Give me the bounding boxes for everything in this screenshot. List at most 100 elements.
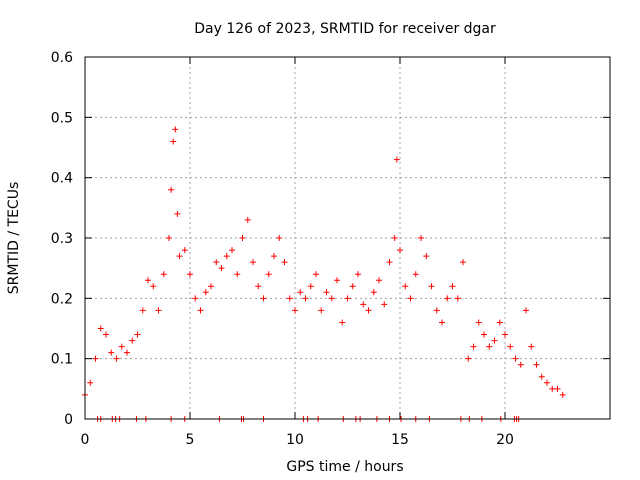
y-tick-label: 0	[64, 412, 73, 428]
data-point	[470, 343, 477, 350]
data-point	[423, 253, 430, 260]
data-point	[344, 295, 351, 302]
axis-ticks	[84, 56, 610, 420]
data-point	[517, 361, 524, 368]
data-point	[444, 295, 451, 302]
data-point	[549, 385, 556, 392]
y-axis-label: SRMTID / TECUs	[6, 182, 22, 295]
data-point	[166, 235, 172, 241]
data-point	[202, 289, 209, 296]
data-point	[397, 247, 403, 254]
axis-tick-labels: 0 0.1 0.2 0.3 0.4 0.5 0.6 0 5 10 15 20	[51, 50, 514, 448]
data-point	[381, 301, 388, 308]
data-point	[465, 355, 472, 362]
data-point	[292, 307, 298, 314]
data-point	[449, 283, 456, 290]
data-point	[507, 343, 514, 350]
data-point	[502, 331, 508, 338]
data-point	[108, 349, 115, 356]
data-point	[155, 307, 162, 314]
data-point	[134, 331, 141, 338]
data-point	[174, 210, 181, 217]
data-point	[533, 361, 540, 368]
data-point	[360, 301, 367, 308]
data-point	[181, 247, 188, 254]
data-point	[328, 295, 335, 302]
data-point	[192, 295, 199, 302]
data-point	[118, 343, 125, 350]
data-point	[170, 138, 177, 145]
data-point	[486, 343, 493, 350]
grid-lines	[85, 57, 610, 419]
data-point	[544, 379, 550, 386]
data-point	[129, 337, 136, 344]
data-point	[481, 331, 487, 338]
data-point	[229, 247, 235, 254]
data-point	[208, 283, 214, 290]
data-point	[376, 277, 382, 284]
x-tick-label: 10	[286, 432, 304, 448]
data-point	[92, 355, 99, 362]
data-point	[145, 277, 151, 284]
data-point	[433, 307, 440, 314]
data-point	[370, 289, 377, 296]
y-tick-label: 0.2	[51, 291, 73, 307]
data-point	[260, 295, 267, 302]
x-tick-label: 20	[496, 432, 514, 448]
data-point	[475, 319, 482, 326]
data-point	[334, 277, 340, 284]
data-point	[391, 235, 398, 241]
data-point	[97, 325, 104, 332]
data-point	[124, 349, 130, 356]
data-point	[528, 343, 535, 350]
x-tick-label: 5	[186, 432, 195, 448]
x-axis-label: GPS time / hours	[286, 459, 403, 475]
data-point	[239, 235, 246, 241]
data-point	[150, 283, 157, 290]
x-tick-label: 0	[81, 432, 90, 448]
data-point	[168, 186, 175, 193]
data-point	[393, 156, 400, 163]
data-point	[286, 295, 293, 302]
data-point	[223, 253, 230, 260]
y-tick-label: 0.6	[51, 50, 73, 66]
data-point	[460, 259, 466, 266]
data-point	[439, 319, 445, 326]
data-point	[349, 283, 356, 290]
data-point	[491, 337, 498, 344]
y-tick-label: 0.4	[51, 171, 73, 187]
data-point	[365, 307, 372, 314]
chart-title: Day 126 of 2023, SRMTID for receiver dga…	[194, 21, 496, 37]
data-point	[496, 319, 503, 326]
data-point	[172, 126, 179, 133]
data-point	[386, 259, 393, 266]
data-point	[318, 307, 325, 314]
data-point	[339, 319, 346, 326]
data-point	[213, 259, 220, 266]
data-point	[512, 355, 519, 362]
data-point	[113, 355, 120, 362]
data-point	[428, 283, 435, 290]
data-point	[559, 391, 566, 398]
data-point	[271, 253, 277, 260]
data-point	[139, 307, 146, 314]
data-point	[197, 307, 204, 314]
data-point	[402, 283, 409, 290]
data-point	[538, 373, 545, 380]
data-point	[103, 331, 109, 338]
data-point	[554, 385, 561, 392]
x-tick-label: 15	[391, 432, 409, 448]
data-point	[407, 295, 414, 302]
data-point	[187, 271, 193, 278]
data-point	[454, 295, 461, 302]
data-point	[323, 289, 330, 296]
data-point	[176, 253, 183, 260]
data-point	[234, 271, 241, 278]
data-point	[307, 283, 314, 290]
data-point	[418, 235, 424, 241]
data-point	[218, 265, 225, 272]
data-point	[355, 271, 361, 278]
data-point	[523, 307, 529, 314]
data-point	[265, 271, 272, 278]
